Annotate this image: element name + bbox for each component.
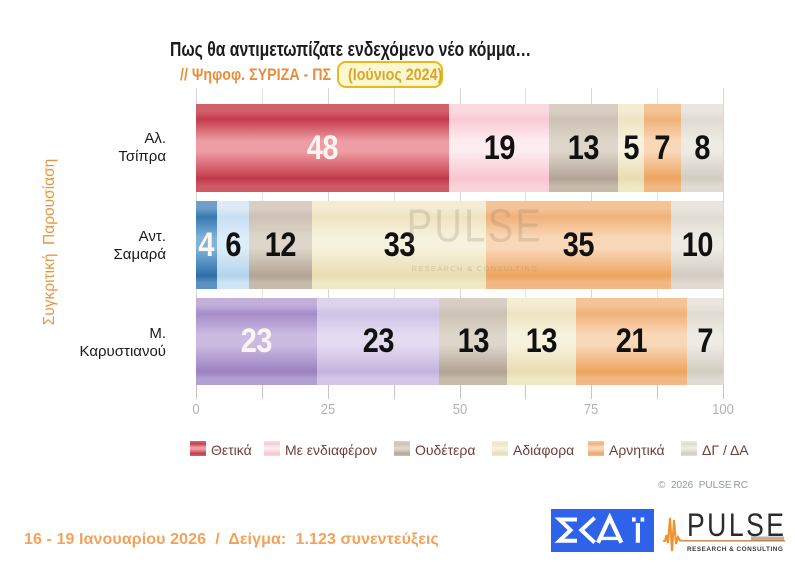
svg-text:RESEARCH & CONSULTING: RESEARCH & CONSULTING (687, 546, 783, 553)
